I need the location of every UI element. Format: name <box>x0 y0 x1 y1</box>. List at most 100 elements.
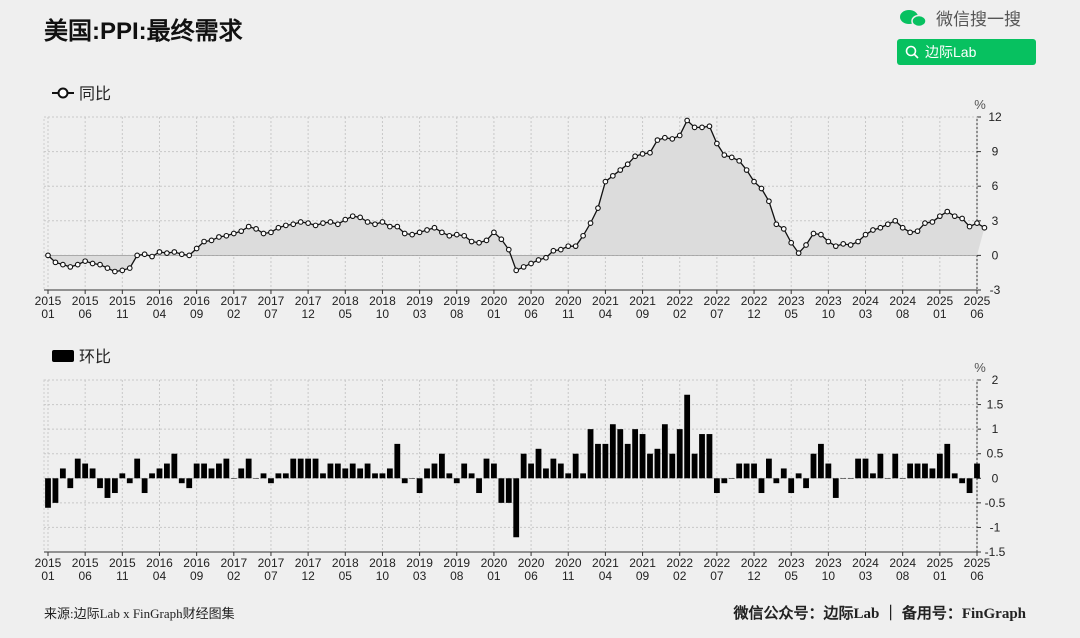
bar <box>780 468 787 479</box>
bar <box>520 453 527 479</box>
plot-area <box>43 379 978 553</box>
point <box>446 232 453 239</box>
bar <box>855 458 861 479</box>
point <box>966 223 973 230</box>
point <box>580 232 586 239</box>
bar <box>617 429 624 479</box>
bar <box>320 473 326 479</box>
x-tick-label: 2025 06 <box>964 294 991 321</box>
point <box>714 140 720 147</box>
x-tick-label: 2019 03 <box>406 556 433 583</box>
bar <box>773 478 780 484</box>
bar <box>201 463 207 479</box>
point <box>245 223 252 230</box>
point <box>364 219 371 225</box>
bar <box>944 443 951 479</box>
x-tick-label: 2020 01 <box>481 294 508 321</box>
point <box>736 157 743 164</box>
point <box>565 243 572 250</box>
bar <box>401 478 408 484</box>
x-tick-label: 2020 11 <box>555 294 582 321</box>
bar <box>766 458 772 479</box>
point <box>409 231 416 238</box>
bar <box>386 468 393 479</box>
bar <box>810 453 817 479</box>
x-tick-label: 2018 05 <box>332 294 359 321</box>
bar <box>461 463 468 479</box>
search-button-label[interactable]: 边际Lab <box>925 44 977 60</box>
bar <box>216 463 222 479</box>
point <box>357 214 363 221</box>
point <box>424 227 430 233</box>
point <box>855 238 861 245</box>
bar <box>609 424 616 479</box>
point <box>617 167 624 173</box>
plot-area <box>43 116 978 291</box>
point <box>892 217 899 224</box>
bar <box>862 458 869 479</box>
bar <box>557 463 564 479</box>
x-tick-label: 2024 08 <box>889 294 916 321</box>
point <box>528 260 534 267</box>
bar <box>699 434 705 479</box>
bar <box>818 443 824 479</box>
point <box>238 228 245 235</box>
x-tick-label: 2018 05 <box>332 556 359 583</box>
bar <box>186 478 193 489</box>
y-tick-label: 3 <box>992 214 999 228</box>
bar <box>89 468 96 479</box>
point <box>810 230 817 237</box>
point <box>260 230 267 237</box>
point <box>327 219 334 225</box>
bar <box>899 478 906 479</box>
bar <box>907 463 914 479</box>
bar <box>624 443 631 479</box>
point <box>550 247 557 254</box>
point <box>178 251 185 258</box>
x-tick-label: 2015 11 <box>109 556 136 583</box>
point <box>632 153 638 160</box>
bar <box>171 453 178 479</box>
bar <box>914 463 921 479</box>
bar <box>394 443 401 479</box>
point <box>416 229 423 236</box>
bar <box>498 478 505 503</box>
point <box>751 178 757 185</box>
point <box>899 224 906 231</box>
bar <box>974 463 980 479</box>
bar <box>141 478 148 494</box>
bar <box>327 463 334 479</box>
bar <box>119 473 126 479</box>
point <box>572 243 579 250</box>
bar <box>379 473 386 479</box>
bar <box>661 424 668 479</box>
bar <box>282 473 289 479</box>
bar <box>684 394 691 479</box>
y-tick-label: -1.5 <box>985 545 1006 559</box>
bar <box>743 463 750 479</box>
y-tick-label: -0.5 <box>985 496 1006 510</box>
bar <box>840 478 847 479</box>
point <box>297 219 304 225</box>
x-tick-label: 2022 12 <box>741 294 768 321</box>
bar <box>929 468 936 479</box>
bar <box>149 473 155 479</box>
bar <box>483 458 490 479</box>
bar <box>453 478 460 484</box>
bar <box>721 478 728 484</box>
point <box>602 178 609 185</box>
point <box>186 252 193 259</box>
x-tick-label: 2015 06 <box>72 294 99 321</box>
point <box>647 149 653 156</box>
bar <box>178 478 185 484</box>
x-tick-label: 2022 02 <box>666 556 693 583</box>
bar <box>290 458 297 479</box>
search-button[interactable] <box>897 39 1036 65</box>
bar <box>438 453 445 479</box>
x-tick-label: 2024 03 <box>852 556 879 583</box>
bar <box>728 478 735 479</box>
point <box>216 234 222 240</box>
bar <box>134 458 141 479</box>
bar <box>59 468 66 479</box>
bar <box>312 458 319 479</box>
